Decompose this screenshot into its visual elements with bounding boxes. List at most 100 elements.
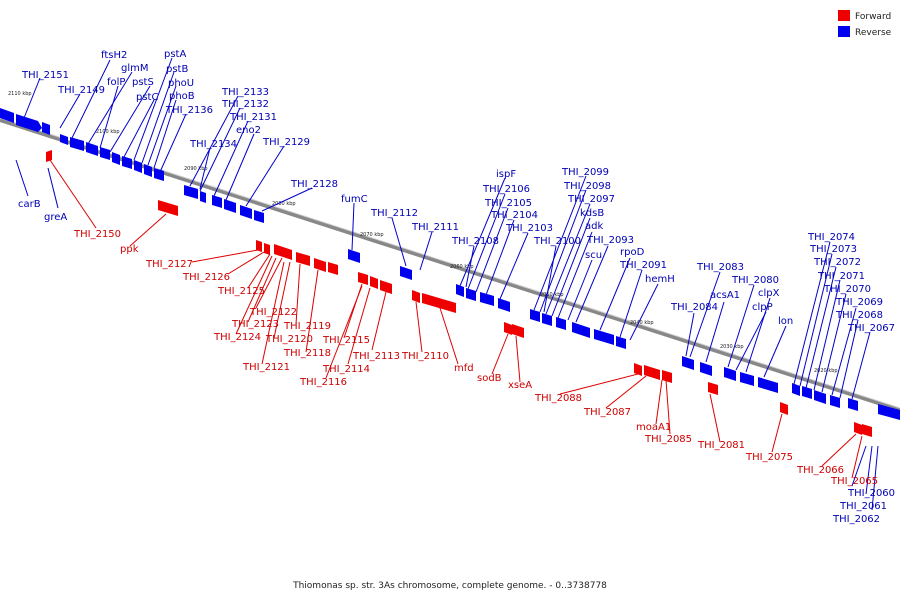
gene-arrow [380, 280, 392, 294]
gene-arrow [184, 185, 198, 199]
gene-label: xseA [508, 380, 532, 391]
gene-arrow [422, 293, 456, 313]
tick-label: 2070 kbp [360, 232, 384, 238]
gene-label: clpX [758, 288, 780, 299]
gene-label: pstB [166, 64, 188, 75]
gene-arrow [212, 195, 222, 208]
gene-label: glmM [121, 63, 149, 74]
gene-arrow [814, 390, 826, 404]
gene-arrow [802, 386, 812, 399]
gene-label: THI_2073 [809, 244, 857, 255]
gene-arrow [154, 168, 164, 181]
reverse-gene-labels: THI_2151 THI_2149 ftsH2 glmM folP pstS p… [18, 49, 895, 525]
gene-label: THI_2104 [490, 210, 538, 221]
tick-label: 2100 kbp [96, 129, 120, 135]
gene-arrow [724, 367, 736, 381]
gene-arrow [328, 262, 338, 275]
gene-label: THI_2134 [189, 139, 237, 150]
gene-arrow [498, 298, 510, 312]
gene-arrow [466, 288, 476, 301]
gene-arrow [60, 134, 68, 145]
gene-arrow [0, 108, 14, 123]
gene-label: THI_2091 [619, 260, 667, 271]
gene-label: THI_2074 [807, 232, 855, 243]
gene-label: THI_2125 [217, 286, 265, 297]
gene-arrow [758, 377, 778, 393]
gene-arrow [112, 152, 120, 165]
gene-arrow [792, 383, 800, 396]
gene-label: THI_2103 [505, 223, 553, 234]
tick-label: 2040 kbp [630, 320, 654, 326]
gene-label: THI_2119 [283, 321, 331, 332]
tick-label: 2050 kbp [540, 292, 564, 298]
gene-label: THI_2124 [213, 332, 261, 343]
gene-label: eno2 [236, 125, 261, 136]
gene-label: THI_2150 [73, 229, 121, 240]
tick-label: 2080 kbp [272, 201, 296, 207]
gene-label: THI_2097 [567, 194, 615, 205]
gene-label: ispF [496, 169, 516, 180]
gene-label: acsA1 [710, 290, 740, 301]
gene-arrow [314, 258, 326, 272]
tick-label: 2110 kbp [8, 91, 32, 97]
gene-label: phoU [168, 78, 194, 89]
gene-label: THI_2085 [644, 434, 692, 445]
forward-genes [46, 150, 872, 437]
forward-gene-labels: THI_2150 ppk THI_2127 THI_2126 THI_2125 … [73, 229, 878, 487]
gene-label: THI_2110 [401, 351, 449, 362]
gene-label: sodB [477, 373, 502, 384]
gene-arrow [616, 336, 626, 349]
legend-reverse-label: Reverse [855, 28, 892, 38]
gene-label: pstS [132, 77, 154, 88]
gene-label: THI_2133 [221, 87, 269, 98]
gene-arrow [456, 284, 464, 297]
gene-label: rpoD [620, 247, 645, 258]
gene-label: THI_2121 [242, 362, 290, 373]
gene-arrow [412, 290, 420, 303]
gene-label: hemH [645, 274, 675, 285]
gene-label: THI_2136 [165, 105, 213, 116]
gene-arrow [200, 191, 206, 203]
gene-label: phoB [169, 91, 195, 102]
gene-arrow [740, 372, 754, 386]
gene-label: THI_2123 [231, 319, 279, 330]
reverse-leader-lines [15, 57, 879, 511]
legend-forward-label: Forward [855, 12, 891, 22]
gene-label: fumC [341, 194, 368, 205]
gene-label: moaA1 [636, 422, 671, 433]
legend-forward-swatch [838, 10, 850, 21]
gene-label: THI_2122 [249, 307, 297, 318]
gene-label: THI_2088 [534, 393, 582, 404]
gene-label: THI_2099 [561, 167, 609, 178]
gene-label: kdsB [580, 208, 604, 219]
gene-label: THI_2068 [835, 310, 883, 321]
gene-label: THI_2072 [813, 257, 861, 268]
gene-label: THI_2115 [322, 335, 370, 346]
gene-label: folP [107, 77, 125, 88]
gene-label: THI_2108 [451, 236, 499, 247]
gene-label: THI_2065 [830, 476, 878, 487]
gene-arrow [264, 243, 270, 255]
gene-label: THI_2087 [583, 407, 631, 418]
gene-label: THI_2075 [745, 452, 793, 463]
gene-label: THI_2128 [290, 179, 338, 190]
forward-leader-lines [49, 159, 863, 479]
gene-arrow [144, 164, 152, 177]
gene-label: THI_2070 [823, 284, 871, 295]
gene-arrow [358, 272, 368, 285]
gene-arrow [572, 322, 590, 338]
gene-arrow [530, 309, 540, 322]
gene-label: THI_2131 [229, 112, 277, 123]
gene-arrow [100, 147, 110, 160]
gene-arrow [70, 137, 84, 151]
gene-arrow [854, 422, 862, 435]
gene-label: THI_2120 [265, 334, 313, 345]
gene-label: THI_2118 [283, 348, 331, 359]
gene-label: greA [44, 212, 67, 223]
gene-arrow [296, 252, 310, 266]
gene-arrow [700, 362, 712, 376]
gene-label: THI_2114 [322, 364, 370, 375]
gene-label: THI_2100 [533, 236, 581, 247]
gene-arrow [848, 398, 858, 411]
